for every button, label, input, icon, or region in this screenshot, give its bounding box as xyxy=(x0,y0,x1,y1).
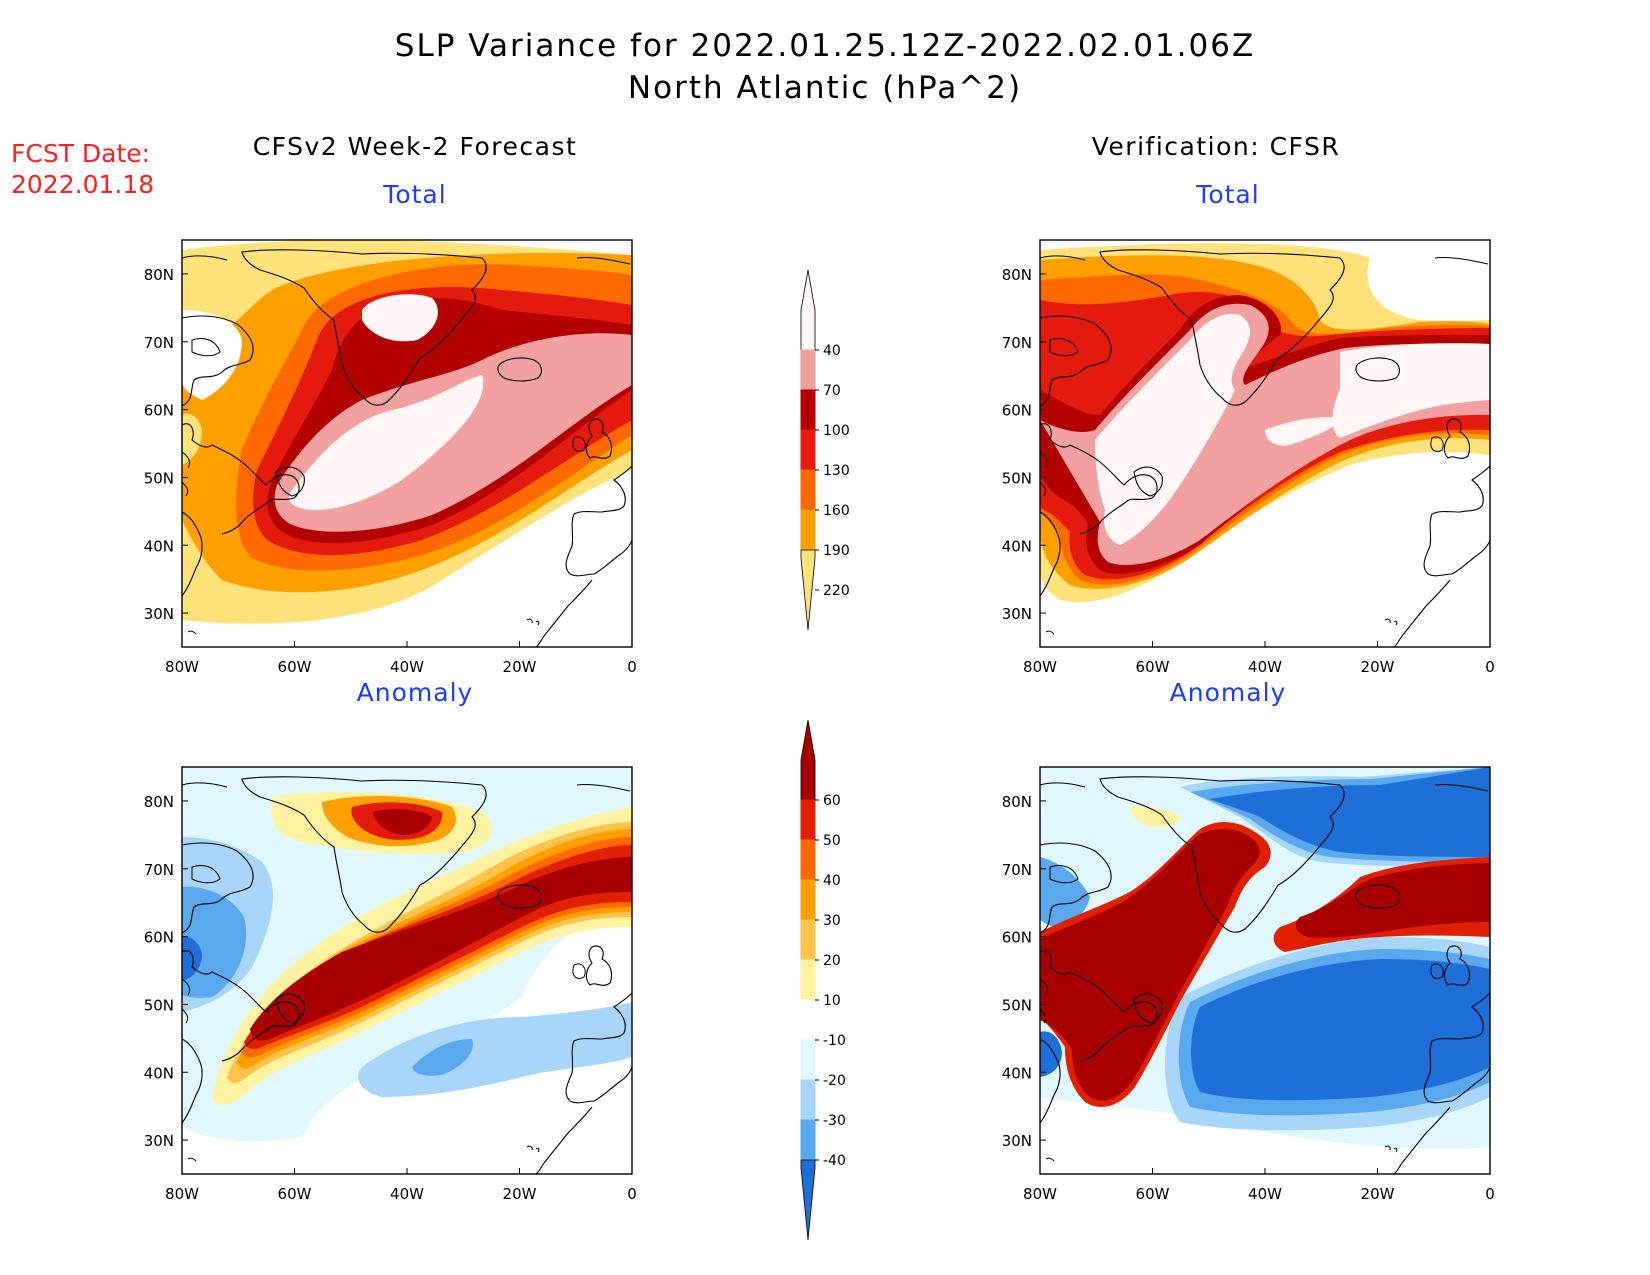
axes-layer: 80W 60W 40W 20W 0 80N 70N 60N 50N 40N 30N 80W 60W 40W… xyxy=(144,266,1495,1203)
colorbar-label: 70 xyxy=(823,383,841,399)
lat-tick-label: 40N xyxy=(1002,537,1032,555)
colorbar-swatch xyxy=(800,509,816,551)
forecast-anomaly-field xyxy=(182,767,632,1174)
lat-tick-label: 50N xyxy=(1002,996,1032,1014)
lat-tick-label: 30N xyxy=(1002,1132,1032,1150)
colorbar-swatch xyxy=(800,1039,816,1081)
lon-tick-label: 80W xyxy=(165,658,199,676)
lon-tick-label: 0 xyxy=(627,1185,637,1203)
lon-tick-label: 60W xyxy=(1136,1185,1170,1203)
lat-tick-label: 40N xyxy=(1002,1064,1032,1082)
lon-tick-label: 80W xyxy=(1023,1185,1057,1203)
colorbar-swatch xyxy=(800,389,816,431)
lat-tick-label: 50N xyxy=(1002,469,1032,487)
lon-tick-label: 40W xyxy=(390,1185,424,1203)
colorbar-label: 10 xyxy=(823,993,841,1009)
colorbar-swatch xyxy=(800,879,816,921)
lat-tick-label: 40N xyxy=(144,1064,174,1082)
lon-tick-label: 60W xyxy=(1136,658,1170,676)
lon-tick-label: 20W xyxy=(503,658,537,676)
verification-anomaly-title: Anomaly xyxy=(1169,678,1287,707)
colorbar-label: 130 xyxy=(823,463,850,479)
colorbar-label: 160 xyxy=(823,503,850,519)
fcst-date-value: 2022.01.18 xyxy=(11,170,155,199)
lon-tick-label: 20W xyxy=(1361,658,1395,676)
colorbar-label: -40 xyxy=(823,1153,846,1169)
lon-tick-label: 40W xyxy=(390,658,424,676)
forecast-total-title: Total xyxy=(383,180,447,209)
colorbar-swatch xyxy=(800,719,816,801)
colorbar-swatch xyxy=(800,349,816,391)
colorbar-swatch xyxy=(800,999,816,1041)
colorbar-label: 220 xyxy=(823,583,850,599)
colorbar-swatch xyxy=(800,959,816,1001)
colorbar-swatch xyxy=(800,549,816,631)
map-title: SLP Variance for 2022.01.25.12Z-2022.02.… xyxy=(394,28,1256,64)
lat-tick-label: 60N xyxy=(144,929,174,947)
lat-tick-label: 50N xyxy=(144,996,174,1014)
lon-tick-label: 80W xyxy=(165,1185,199,1203)
lat-tick-label: 70N xyxy=(1002,334,1032,352)
lon-tick-label: 0 xyxy=(1485,658,1495,676)
colorbar-swatch xyxy=(800,799,816,841)
colorbar-label: 40 xyxy=(823,873,841,889)
lat-tick-label: 30N xyxy=(144,1132,174,1150)
lat-tick-label: 30N xyxy=(1002,605,1032,623)
forecast-total-field xyxy=(182,240,632,647)
lat-tick-label: 70N xyxy=(144,861,174,879)
colorbar-swatch xyxy=(800,919,816,961)
forecast-column-title: CFSv2 Week-2 Forecast xyxy=(252,132,578,161)
lat-tick-label: 80N xyxy=(1002,266,1032,284)
colorbar-label: 30 xyxy=(823,913,841,929)
verification-total-title: Total xyxy=(1196,180,1260,209)
forecast-anomaly-title: Anomaly xyxy=(356,678,474,707)
colorbar-swatch xyxy=(800,469,816,511)
verification-anomaly-field xyxy=(1040,767,1490,1174)
lat-tick-label: 40N xyxy=(144,537,174,555)
lat-tick-label: 80N xyxy=(1002,793,1032,811)
colorbar-swatch xyxy=(800,839,816,881)
colorbar-swatch xyxy=(800,1079,816,1121)
colorbar-swatch xyxy=(800,1119,816,1161)
fcst-label-text: FCST Date: xyxy=(11,139,151,168)
verification-total-field xyxy=(1040,240,1490,647)
lat-tick-label: 60N xyxy=(1002,402,1032,420)
colorbar-label: 50 xyxy=(823,833,841,849)
lat-tick-label: 60N xyxy=(144,402,174,420)
colorbar-label: -10 xyxy=(823,1033,846,1049)
lon-tick-label: 0 xyxy=(1485,1185,1495,1203)
lon-tick-label: 40W xyxy=(1248,1185,1282,1203)
colorbar-label: 60 xyxy=(823,793,841,809)
colorbar-swatch xyxy=(800,269,816,351)
anomaly-colorbar: 60 50 40 30 20 10 -10 -20 -30 -40 xyxy=(800,719,846,1241)
colorbar-label: 100 xyxy=(823,423,850,439)
lat-tick-label: 30N xyxy=(144,605,174,623)
lat-tick-label: 50N xyxy=(144,469,174,487)
lon-tick-label: 20W xyxy=(1361,1185,1395,1203)
colorbar-label: -30 xyxy=(823,1113,846,1129)
lat-tick-label: 70N xyxy=(1002,861,1032,879)
lon-tick-label: 40W xyxy=(1248,658,1282,676)
lon-tick-label: 0 xyxy=(627,658,637,676)
lon-tick-label: 60W xyxy=(278,1185,312,1203)
total-colorbar: 40 70 100 130 160 190 220 xyxy=(800,269,850,631)
colorbar-swatch xyxy=(800,1159,816,1241)
verification-column-title: Verification: CFSR xyxy=(1091,132,1341,161)
colorbar-label: 20 xyxy=(823,953,841,969)
fcst-date-label: FCST Date: 2022.01.18 xyxy=(11,138,154,200)
colorbar-label: -20 xyxy=(823,1073,846,1089)
lon-tick-label: 20W xyxy=(503,1185,537,1203)
map-subtitle: North Atlantic (hPa^2) xyxy=(627,70,1023,106)
lat-tick-label: 80N xyxy=(144,793,174,811)
lat-tick-label: 80N xyxy=(144,266,174,284)
lat-tick-label: 60N xyxy=(1002,929,1032,947)
colorbar-swatch xyxy=(800,429,816,471)
colorbar-label: 40 xyxy=(823,343,841,359)
colorbar-label: 190 xyxy=(823,543,850,559)
lon-tick-label: 80W xyxy=(1023,658,1057,676)
lat-tick-label: 70N xyxy=(144,334,174,352)
lon-tick-label: 60W xyxy=(278,658,312,676)
